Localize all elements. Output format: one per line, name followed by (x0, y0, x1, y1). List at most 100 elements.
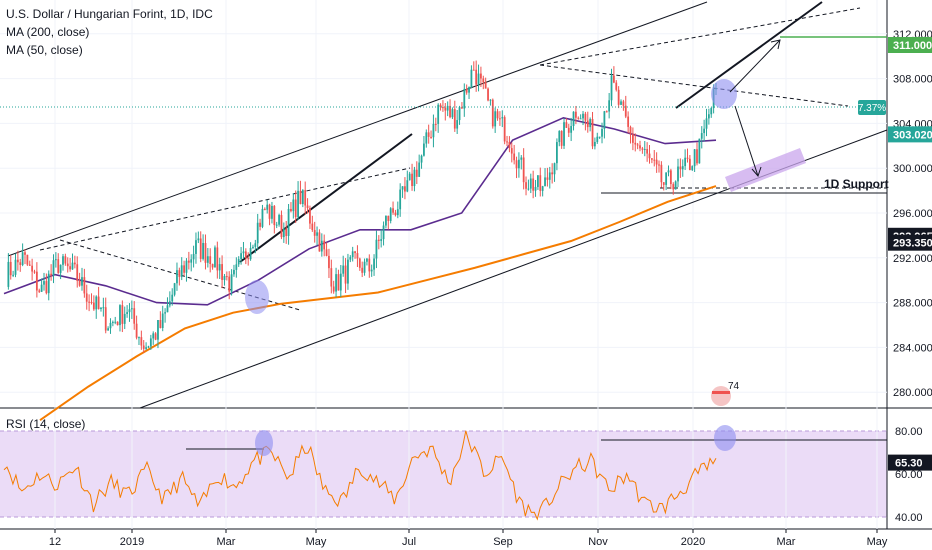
candle-body (404, 186, 406, 192)
ma200-line (39, 185, 717, 422)
candle-body (380, 239, 383, 241)
candle-body (328, 255, 330, 269)
candle-body (287, 208, 290, 236)
candle-body (180, 265, 183, 277)
candle-body (503, 117, 506, 142)
candle-body (501, 117, 504, 119)
candle-body (97, 296, 100, 309)
candle-body (627, 116, 630, 127)
ma50-line (3, 116, 717, 306)
candle-body (164, 312, 166, 314)
candle-body (159, 320, 162, 328)
candle-body (385, 215, 387, 226)
candle-body (199, 238, 202, 259)
candle-body (133, 308, 136, 324)
candle-body (161, 313, 164, 328)
candle-body (544, 177, 546, 187)
candle-body (615, 82, 618, 90)
candle-body (556, 142, 558, 164)
candle-body (38, 290, 41, 292)
candle-body (168, 301, 171, 306)
x-tick-label: Nov (588, 536, 608, 548)
ma50-legend[interactable]: MA (50, close) (6, 43, 83, 57)
candle-body (586, 120, 589, 128)
candle-body (622, 101, 625, 106)
candle-body (166, 305, 169, 313)
candle-body (475, 69, 478, 85)
symbol-title[interactable]: U.S. Dollar / Hungarian Forint, 1D, IDC (6, 7, 213, 21)
candle-body (192, 253, 195, 260)
candle-body (620, 101, 622, 105)
candle-body (344, 265, 347, 284)
candle-body (356, 253, 359, 259)
candle-body (33, 271, 36, 273)
candle-body (138, 337, 140, 339)
candle-body (453, 109, 456, 129)
candle-body (183, 265, 185, 273)
candle-body (698, 138, 701, 164)
candle-body (330, 268, 333, 287)
candle-body (252, 246, 254, 248)
candle-body (228, 276, 231, 292)
candle-body (185, 260, 188, 273)
candle-body (567, 127, 570, 133)
rsi-axis[interactable]: 40.00 60.00 80.00 (895, 426, 923, 524)
candle-body (499, 118, 501, 120)
candle-body (658, 164, 660, 166)
candle-body (16, 259, 19, 263)
candle-body (19, 262, 22, 265)
candle-body (195, 240, 197, 254)
candle-body (572, 111, 575, 126)
candle-body (57, 259, 60, 273)
candle-body (26, 254, 29, 265)
candle-body (370, 269, 373, 272)
candle-body (484, 82, 487, 89)
candle-body (121, 305, 124, 324)
candle-body (90, 301, 93, 303)
candle-body (553, 163, 556, 175)
candle-body (24, 252, 26, 255)
candle-body (423, 143, 425, 156)
price-pane[interactable] (0, 0, 887, 408)
candle-body (271, 206, 273, 219)
candle-body (444, 107, 447, 111)
bold-trend-segment-1 (239, 133, 413, 263)
candle-body (21, 252, 24, 265)
candle-body (140, 337, 143, 346)
highlight-circle-1 (245, 280, 269, 314)
candle-body (396, 209, 399, 216)
candle-body (458, 107, 461, 121)
mid-dashed-line-2 (539, 7, 861, 66)
candle-body (71, 262, 74, 270)
candle-body (634, 142, 637, 145)
rsi-legend[interactable]: RSI (14, close) (6, 417, 86, 431)
candle-body (31, 265, 34, 272)
candle-body (361, 267, 364, 273)
candle-body (546, 177, 549, 180)
candle-body (674, 181, 677, 190)
rsi-line (3, 430, 717, 521)
candle-body (591, 119, 594, 147)
candle-body (280, 214, 283, 238)
time-axis[interactable]: 12 2019 Mar May Jul Sep Nov 2020 Mar May (49, 529, 888, 548)
price-axis[interactable]: 280.000 284.000 288.000 292.000 296.000 300.0… (893, 29, 932, 399)
candle-body (47, 273, 50, 294)
bold-trend-segment-2 (675, 1, 823, 109)
candle-body (603, 111, 606, 129)
candle-body (135, 323, 138, 338)
candle-body (418, 162, 421, 177)
candle-body (605, 111, 608, 113)
candle-body (28, 264, 31, 266)
candle-body (465, 88, 468, 93)
x-tick-label: 12 (49, 536, 61, 548)
price-badge-text: 303.020 (893, 129, 932, 141)
candle-body (235, 264, 238, 270)
candle-body (247, 258, 250, 260)
candle-body (439, 104, 442, 108)
candle-body (693, 149, 696, 167)
candle-body (491, 99, 494, 127)
candle-body (527, 188, 530, 190)
ma200-legend[interactable]: MA (200, close) (6, 25, 90, 39)
candle-body (366, 258, 368, 262)
